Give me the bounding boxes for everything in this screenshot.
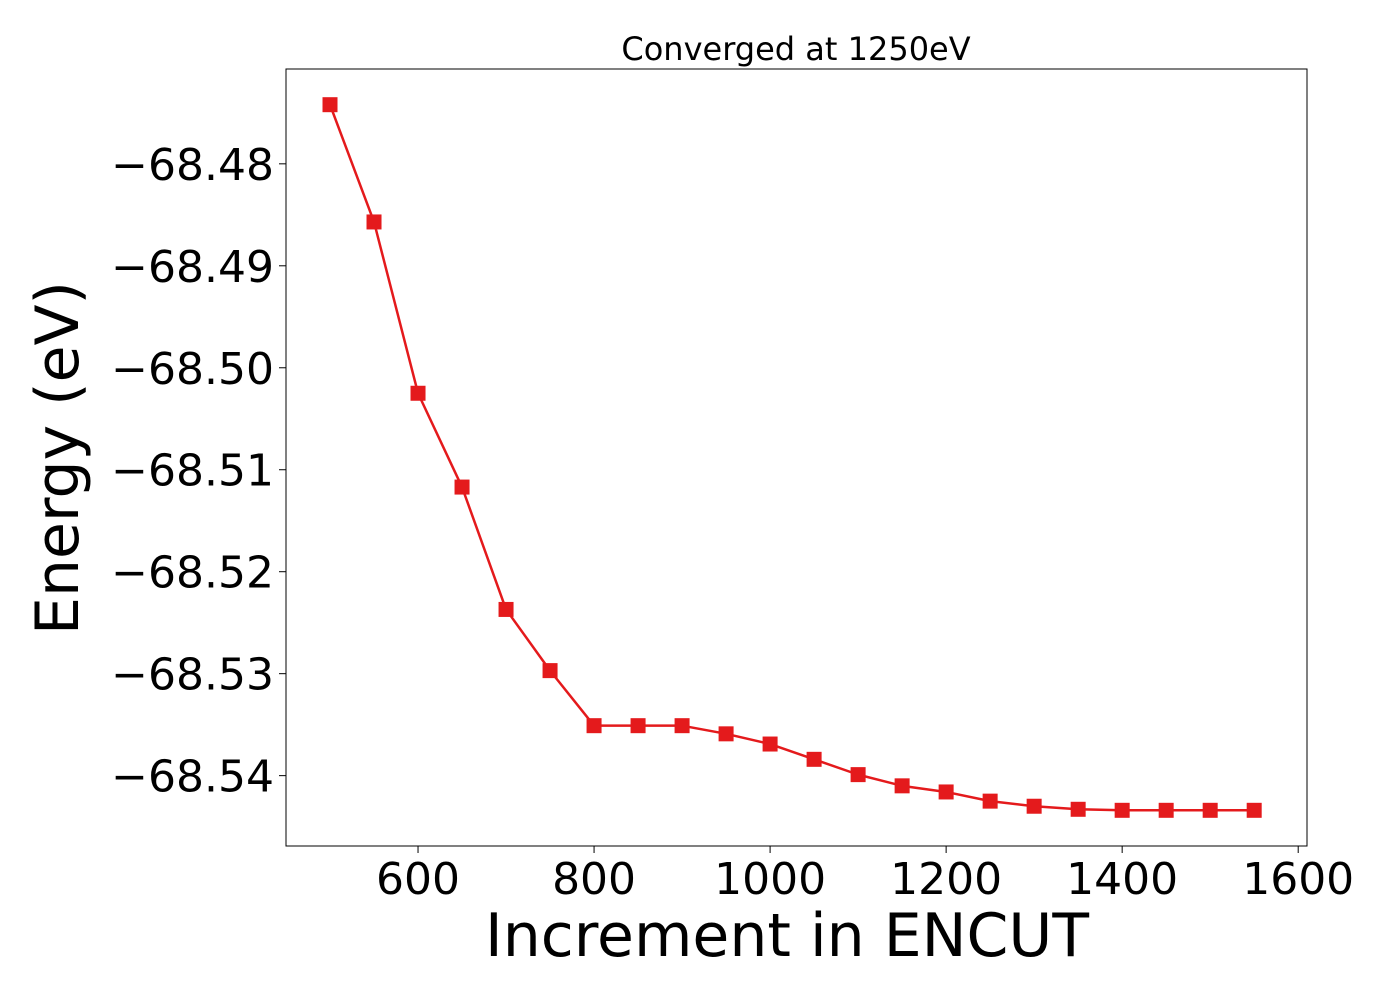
data-point-marker xyxy=(718,726,734,742)
y-tick-label: −68.53 xyxy=(111,650,274,701)
data-point-marker xyxy=(366,214,382,230)
data-point-marker xyxy=(410,385,426,401)
y-tick-label: −68.50 xyxy=(111,344,274,395)
x-axis-label: Increment in ENCUT xyxy=(485,901,1089,971)
y-tick-label: −68.54 xyxy=(111,752,274,803)
data-point-marker xyxy=(1246,802,1262,818)
y-tick-label: −68.48 xyxy=(111,140,274,191)
data-point-marker xyxy=(454,479,470,495)
energy-series-line xyxy=(328,104,1255,812)
data-point-marker xyxy=(850,767,866,783)
data-point-marker xyxy=(1114,802,1130,818)
data-point-marker xyxy=(982,793,998,809)
data-point-marker xyxy=(586,718,602,734)
data-point-marker xyxy=(322,97,338,113)
data-point-marker xyxy=(938,784,954,800)
y-axis: −68.48 −68.49 −68.50 −68.51 −68.52 −68.53 −68.… xyxy=(111,140,286,803)
data-point-marker xyxy=(1202,802,1218,818)
x-tick-label: 1000 xyxy=(714,854,826,905)
plot-area-frame xyxy=(285,68,1308,847)
data-point-marker xyxy=(542,663,558,679)
x-tick-label: 1400 xyxy=(1066,854,1178,905)
data-point-marker xyxy=(1026,798,1042,814)
data-point-marker xyxy=(806,751,822,767)
x-tick-label: 1200 xyxy=(890,854,1002,905)
y-axis-label: Energy (eV) xyxy=(23,281,93,635)
x-tick-label: 1600 xyxy=(1242,854,1354,905)
data-point-marker xyxy=(894,778,910,794)
chart-title: Converged at 1250eV xyxy=(621,30,970,68)
data-point-marker xyxy=(1158,802,1174,818)
y-tick-label: −68.52 xyxy=(111,548,274,599)
x-axis: 600 800 1000 1200 1400 1600 xyxy=(376,846,1354,905)
y-tick-label: −68.49 xyxy=(111,242,274,293)
data-point-marker xyxy=(1070,801,1086,817)
data-point-marker xyxy=(762,736,778,752)
x-tick-label: 600 xyxy=(376,854,460,905)
x-tick-label: 800 xyxy=(552,854,636,905)
y-tick-label: −68.51 xyxy=(111,446,274,497)
data-point-marker xyxy=(674,718,690,734)
data-point-marker xyxy=(630,718,646,734)
plot-layer xyxy=(322,97,1262,818)
data-point-marker xyxy=(498,601,514,617)
